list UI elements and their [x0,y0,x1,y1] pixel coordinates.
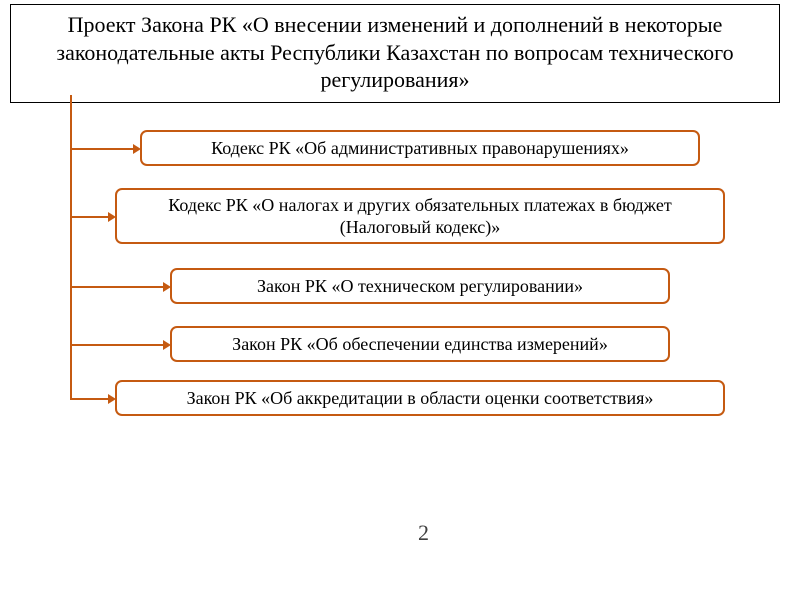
child-text-2: Закон РК «О техническом регулировании» [257,275,583,298]
connector-branch-1 [70,216,110,218]
child-box-3: Закон РК «Об обеспечении единства измере… [170,326,670,362]
child-text-0: Кодекс РК «Об административных правонару… [211,137,629,160]
connector-branch-2 [70,286,165,288]
title-box: Проект Закона РК «О внесении изменений и… [10,4,780,103]
connector-branch-4 [70,398,110,400]
child-text-1: Кодекс РК «О налогах и других обязательн… [127,194,713,239]
child-box-2: Закон РК «О техническом регулировании» [170,268,670,304]
child-box-4: Закон РК «Об аккредитации в области оцен… [115,380,725,416]
child-box-0: Кодекс РК «Об административных правонару… [140,130,700,166]
connector-branch-0 [70,148,135,150]
connector-branch-3 [70,344,165,346]
child-box-1: Кодекс РК «О налогах и других обязательн… [115,188,725,244]
child-text-4: Закон РК «Об аккредитации в области оцен… [187,387,654,410]
page-number: 2 [418,520,429,546]
child-text-3: Закон РК «Об обеспечении единства измере… [232,333,608,356]
title-text: Проект Закона РК «О внесении изменений и… [56,12,733,92]
connector-trunk [70,95,72,400]
